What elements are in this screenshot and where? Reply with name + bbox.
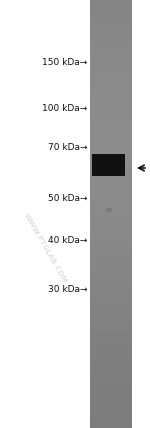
Text: 70 kDa→: 70 kDa→: [48, 143, 87, 152]
Text: 50 kDa→: 50 kDa→: [48, 193, 87, 202]
Text: 150 kDa→: 150 kDa→: [42, 57, 87, 66]
Text: 40 kDa→: 40 kDa→: [48, 235, 87, 244]
Text: 30 kDa→: 30 kDa→: [48, 285, 87, 294]
Text: WWW.PTGLAB.COM: WWW.PTGLAB.COM: [22, 212, 68, 284]
Bar: [92, 154, 124, 176]
Ellipse shape: [106, 208, 112, 212]
Text: 100 kDa→: 100 kDa→: [42, 104, 87, 113]
